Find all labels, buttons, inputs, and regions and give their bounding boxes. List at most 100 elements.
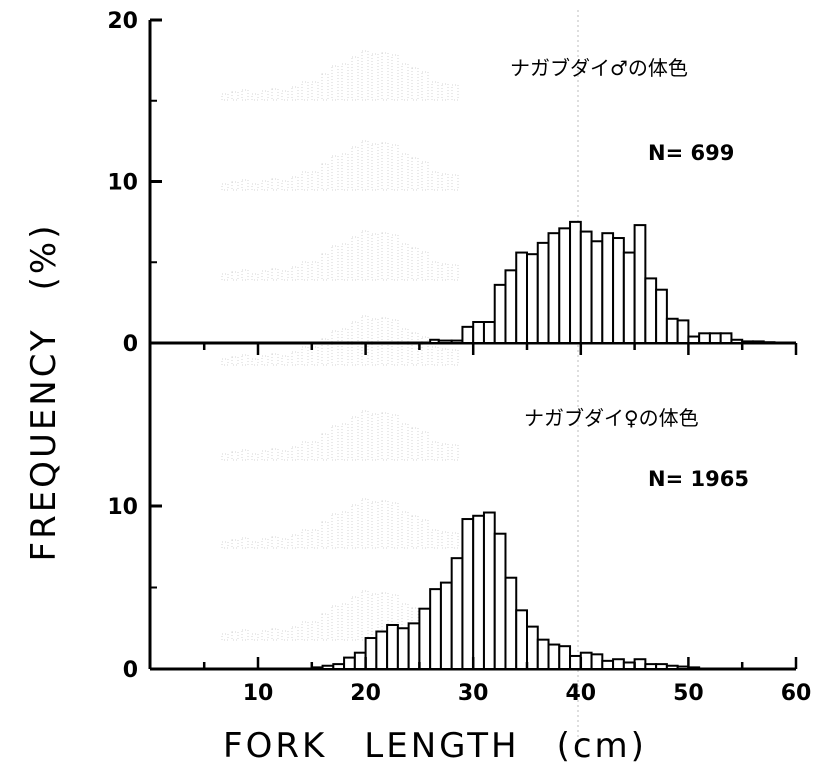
histogram-bar xyxy=(601,232,615,344)
bleed-bar xyxy=(301,346,309,366)
bleed-bar xyxy=(331,155,339,191)
bleed-bar xyxy=(441,83,449,101)
histogram-bar xyxy=(364,637,378,671)
bleed-bar xyxy=(321,73,329,101)
bleed-bar xyxy=(361,410,369,461)
bleed-bar xyxy=(341,153,349,191)
y-tick-label: 0 xyxy=(123,658,138,683)
histogram-bar xyxy=(622,661,636,670)
bleed-bar xyxy=(241,354,249,366)
bleed-bar xyxy=(311,621,319,641)
histogram-bar xyxy=(655,288,668,344)
histogram-bar xyxy=(730,338,744,344)
bleed-bar xyxy=(391,414,399,461)
bleed-bar xyxy=(421,336,429,366)
histogram-bar xyxy=(450,339,464,345)
bleed-bar xyxy=(251,541,259,549)
bleed-bar xyxy=(351,416,359,461)
bleed-bar xyxy=(371,413,379,461)
bleed-bar xyxy=(331,245,339,281)
y-tick-label: 10 xyxy=(107,495,138,520)
histogram-bar xyxy=(676,319,690,345)
bleed-bar xyxy=(391,319,399,366)
bleed-bar xyxy=(311,171,319,191)
bleed-bar xyxy=(401,511,409,549)
female-bars xyxy=(310,511,701,671)
bleed-bar xyxy=(281,90,289,101)
bleed-bar xyxy=(351,56,359,101)
y-tick-label: 20 xyxy=(107,9,138,34)
bleed-bar xyxy=(311,81,319,101)
bleed-bar xyxy=(291,446,299,461)
bleed-bar xyxy=(321,253,329,281)
female-histogram-panel: 0 10 ナガブダイ♀の体色 N= 1965 xyxy=(107,343,796,683)
histogram-bar xyxy=(676,665,690,670)
histogram-bar xyxy=(482,511,496,671)
histogram-bar xyxy=(547,643,561,670)
bleed-bar xyxy=(301,81,309,101)
histogram-bar xyxy=(665,317,679,344)
bleed-bar xyxy=(431,171,439,191)
bleed-bar xyxy=(281,270,289,281)
histogram-bar xyxy=(762,341,776,345)
bleed-bar xyxy=(281,355,289,366)
bleed-bar xyxy=(271,536,279,549)
bleed-bar xyxy=(261,538,269,549)
bleed-bar xyxy=(231,91,239,101)
bleed-bar xyxy=(271,628,279,641)
bleed-bar xyxy=(341,328,349,366)
x-tick-label: 50 xyxy=(673,681,704,706)
bleed-bar xyxy=(441,443,449,461)
bleed-bar xyxy=(221,358,229,366)
bleed-bar xyxy=(391,502,399,549)
histogram-bar xyxy=(569,654,582,671)
histogram-bar xyxy=(526,253,539,344)
x-axis-title: FORK LENGTH (cm) xyxy=(223,726,647,764)
bleed-bar xyxy=(381,317,389,366)
histogram-bar xyxy=(343,656,356,671)
bleed-bar xyxy=(331,605,339,641)
histogram-bar xyxy=(310,666,324,670)
bleed-bar xyxy=(221,633,229,641)
histogram-bar xyxy=(482,321,496,345)
bleed-bar xyxy=(251,358,259,366)
histogram-bar xyxy=(536,638,550,670)
histogram-bar xyxy=(493,532,507,671)
male-n-count: N= 699 xyxy=(648,141,734,165)
x-tick-label: 60 xyxy=(781,681,812,706)
bleed-bar xyxy=(321,433,329,461)
bleed-bar xyxy=(241,629,249,641)
y-tick-label: 0 xyxy=(123,332,138,357)
histogram-bar xyxy=(461,325,475,345)
y-axis-title: FREQUENCY (%) xyxy=(24,223,64,562)
bleed-bar xyxy=(411,427,419,461)
bleed-bar xyxy=(361,50,369,101)
bleed-bar xyxy=(421,519,429,549)
bleed-bar xyxy=(351,504,359,549)
bleed-bar xyxy=(271,178,279,191)
bleed-bar xyxy=(441,348,449,366)
bleed-bar xyxy=(251,93,259,101)
x-tick-label: 10 xyxy=(243,681,274,706)
bleed-bar xyxy=(421,161,429,191)
histogram-bar xyxy=(633,224,647,344)
bleed-bar xyxy=(371,143,379,191)
bleed-bar xyxy=(311,529,319,549)
bleed-bar xyxy=(291,351,299,366)
bleed-bar xyxy=(371,501,379,549)
bleed-bar xyxy=(431,346,439,366)
bleed-bar xyxy=(391,234,399,281)
bleed-bar xyxy=(221,93,229,101)
bleed-bar xyxy=(451,84,459,101)
x-tick-label: 40 xyxy=(565,681,596,706)
top-y-ticks: 0 10 20 xyxy=(107,9,162,357)
histogram-bar xyxy=(396,627,410,670)
bleed-bar xyxy=(361,315,369,366)
bleed-bar xyxy=(441,263,449,281)
bleed-bar xyxy=(371,233,379,281)
bleed-bar xyxy=(291,626,299,641)
bleed-bar xyxy=(301,441,309,461)
bleed-bar xyxy=(231,271,239,281)
histogram-bar xyxy=(472,321,485,345)
bleed-bar xyxy=(241,89,249,101)
